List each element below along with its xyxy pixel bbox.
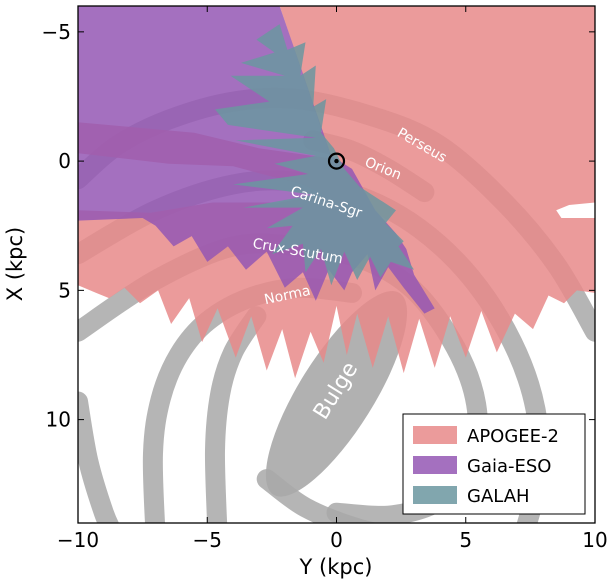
legend-label: Gaia-ESO [467,456,551,477]
y-tick-label: 0 [58,149,71,173]
legend-swatch [413,456,457,474]
y-tick-label: 5 [58,278,71,302]
legend: APOGEE-2 Gaia-ESO GALAH [402,413,586,515]
sun-layer [327,152,346,170]
legend-label: GALAH [467,486,530,507]
y-tick-label: −5 [42,20,71,44]
y-axis-ticks: −5 0 5 10 [42,20,595,432]
y-tick-label: 10 [46,408,71,432]
x-tick-label: 5 [459,528,472,552]
x-tick-label: −5 [193,528,222,552]
legend-swatch [413,426,457,444]
x-tick-label: 10 [582,528,607,552]
x-tick-label: −10 [57,528,99,552]
y-axis-label: X (kpc) [3,227,27,301]
sun-symbol-ring [327,152,346,170]
survey-footprints-layer [78,6,595,379]
sun-symbol-dot [334,158,339,164]
x-axis-ticks: −10 −5 0 5 10 [57,6,608,552]
legend-label: APOGEE-2 [467,426,559,447]
spiral-arm-inner-2 [78,391,119,523]
x-axis-label: Y (kpc) [299,555,373,579]
x-tick-label: 0 [330,528,343,552]
survey-footprint-galah [215,24,415,286]
legend-swatch [413,486,457,504]
